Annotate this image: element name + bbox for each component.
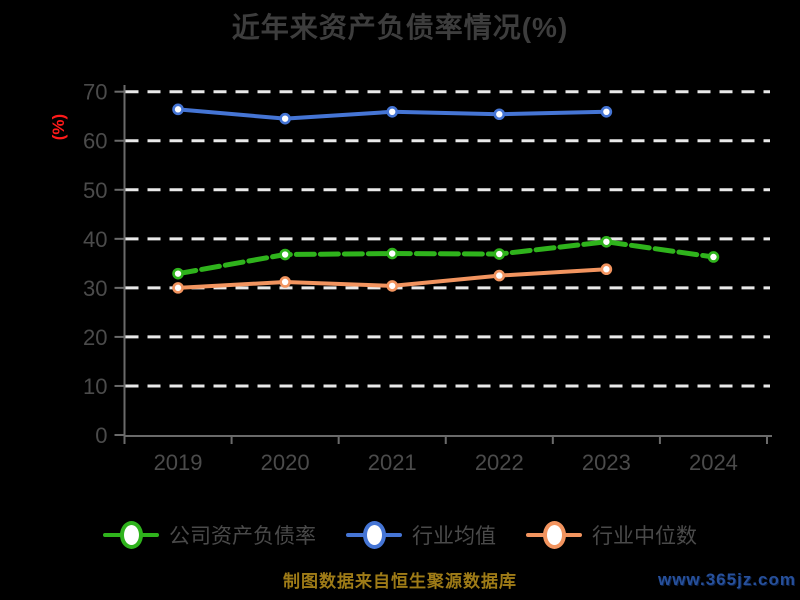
legend-marker-icon — [346, 520, 402, 550]
x-tick-label: 2019 — [154, 450, 203, 475]
line-chart-plot: 0 10 20 30 40 50 60 70 2019 2020 2021 2022 2023 2024 (… — [49, 80, 772, 475]
legend: 公司资产负债率 行业均值 行业中位数 — [0, 520, 800, 550]
data-point-marker — [279, 248, 291, 261]
legend-label: 公司资产负债率 — [169, 525, 316, 548]
y-tick-label: 0 — [95, 423, 107, 448]
legend-marker-icon — [526, 520, 582, 550]
x-tick-label: 2024 — [689, 450, 738, 475]
x-tick-label: 2023 — [582, 450, 631, 475]
legend-item-industry-median: 行业中位数 — [526, 520, 697, 550]
data-point-marker — [600, 106, 613, 118]
y-tick-label: 70 — [83, 80, 107, 105]
y-tick-label: 20 — [83, 325, 107, 350]
legend-item-company-debt-ratio: 公司资产负债率 — [103, 520, 316, 550]
data-point-marker — [493, 108, 506, 121]
y-tick-label: 60 — [83, 129, 107, 154]
y-tick-label: 10 — [83, 374, 107, 399]
data-point-marker — [172, 282, 184, 294]
data-point-marker — [386, 280, 399, 292]
legend-label: 行业均值 — [412, 525, 496, 548]
x-tick-label: 2020 — [261, 450, 310, 475]
legend-dot — [543, 521, 566, 549]
legend-dot — [363, 521, 386, 549]
data-point-marker — [493, 248, 506, 260]
data-point-marker — [279, 112, 291, 125]
data-point-marker — [600, 235, 613, 248]
footer-note: 制图数据来自恒生聚源数据库 — [283, 572, 517, 591]
data-point-marker — [386, 106, 399, 118]
x-tick-label: 2022 — [475, 450, 524, 475]
y-tick-label: 50 — [83, 178, 107, 203]
chart-title: 近年来资产负债率情况(%) — [231, 12, 569, 43]
x-tick-label: 2021 — [368, 450, 417, 475]
y-axis-unit-label: (%) — [49, 114, 68, 140]
data-point-marker — [493, 269, 506, 282]
legend-dot — [120, 521, 143, 549]
data-point-marker — [707, 251, 720, 263]
y-tick-label: 30 — [83, 276, 107, 301]
legend-label: 行业中位数 — [592, 525, 697, 548]
legend-item-industry-mean: 行业均值 — [346, 520, 496, 550]
legend-marker-icon — [103, 520, 159, 550]
y-tick-label: 40 — [83, 227, 107, 252]
series-line-0 — [175, 239, 716, 277]
data-point-marker — [172, 267, 184, 280]
data-point-marker — [279, 276, 291, 288]
watermark: www.365jz.com — [657, 570, 796, 589]
data-point-marker — [172, 103, 184, 116]
data-point-marker — [386, 247, 399, 260]
data-point-marker — [600, 263, 613, 276]
